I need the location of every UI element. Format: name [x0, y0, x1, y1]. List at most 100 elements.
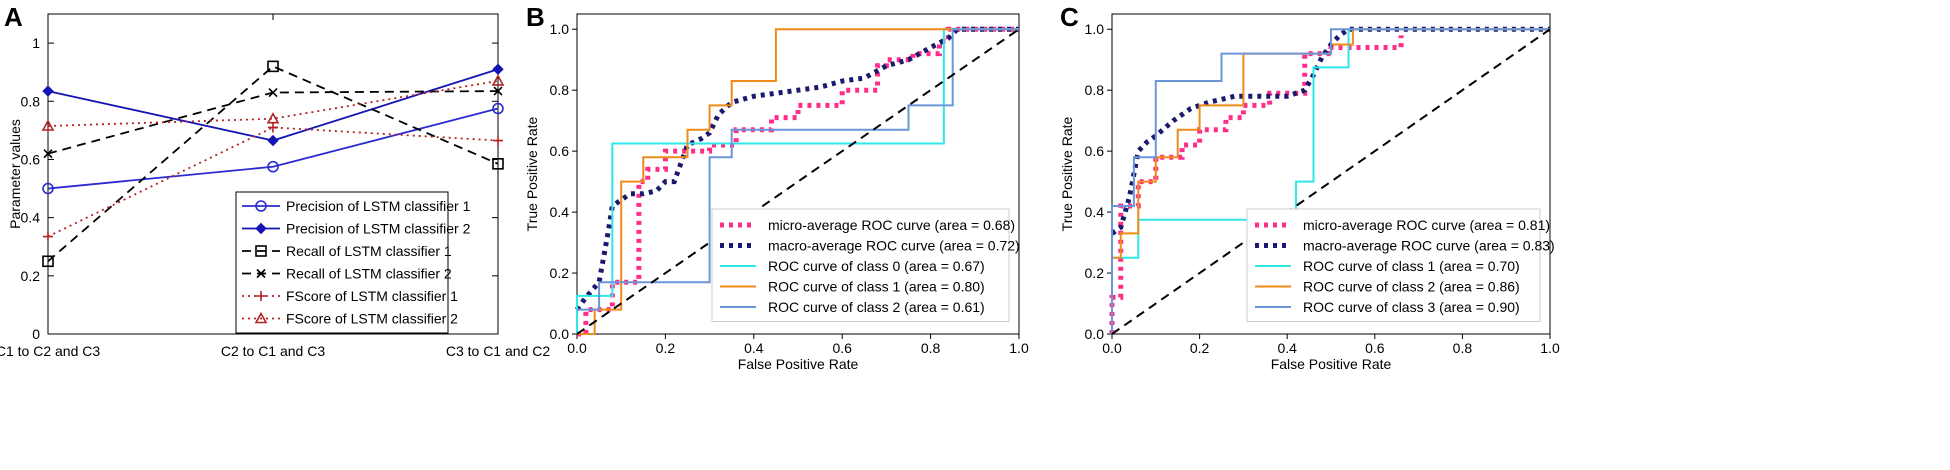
legend-marker	[254, 311, 268, 324]
plot-frame	[576, 13, 1020, 335]
x-tick-label: 0.6	[1365, 340, 1385, 356]
y-tick-label: 1.0	[1085, 21, 1105, 37]
legend-label: ROC curve of class 3 (area = 0.90)	[1303, 299, 1520, 315]
legend-box	[711, 208, 1010, 322]
legend-label: micro-average ROC curve (area = 0.68)	[768, 217, 1015, 233]
y-tick-label: 0.8	[21, 93, 41, 109]
y-tick-label: 0.0	[550, 326, 570, 342]
panel-c: C 0.0 0.2 0.4 0.6 0.8 1.0 0.0 0.2 0.4 0.6 0.8 1.0 Fal…	[1059, 2, 1560, 372]
legend-label: Precision of LSTM classifier 1	[286, 198, 471, 214]
roc-curve	[1110, 26, 1550, 236]
data-point	[267, 160, 279, 173]
data-point	[42, 255, 54, 268]
y-tick-label: 0.6	[1085, 143, 1105, 159]
roc-curve	[1111, 28, 1550, 334]
data-point	[267, 134, 279, 147]
y-tick-label: 0.6	[550, 143, 570, 159]
legend-label: macro-average ROC curve (area = 0.72)	[768, 238, 1020, 254]
y-tick-label: 0.2	[1085, 265, 1105, 281]
x-tick-label: 1.0	[1009, 340, 1029, 356]
x-tick-label: 0.2	[1190, 340, 1210, 356]
data-point	[492, 102, 504, 115]
legend-label: FScore of LSTM classifier 2	[286, 311, 458, 327]
data-point	[43, 149, 53, 159]
y-tick-label: 0.4	[21, 210, 41, 226]
y-tick-label: 0	[32, 326, 40, 342]
data-point	[42, 182, 54, 195]
data-point	[268, 87, 278, 98]
y-tick-label: 0.8	[1085, 82, 1105, 98]
legend-marker	[256, 268, 266, 279]
x-axis-label: False Positive Rate	[1271, 356, 1392, 372]
x-tick-label: 0.0	[1102, 340, 1122, 356]
legend-marker	[255, 222, 267, 235]
y-axis-label: Parameter values	[7, 119, 23, 229]
legend: Precision of LSTM classifier 1 Precision …	[235, 191, 471, 334]
data-point	[267, 60, 279, 73]
legend-label: Precision of LSTM classifier 2	[286, 221, 471, 237]
legend-label: ROC curve of class 1 (area = 0.80)	[768, 279, 985, 295]
legend-marker	[255, 245, 267, 257]
legend-box	[235, 191, 449, 334]
legend: micro-average ROC curve (area = 0.68) mac…	[711, 208, 1020, 322]
data-point	[266, 112, 280, 124]
y-tick-label: 1.0	[550, 21, 570, 37]
legend-label: micro-average ROC curve (area = 0.81)	[1303, 217, 1550, 233]
data-point	[492, 63, 504, 75]
series-line	[47, 107, 499, 190]
x-tick-label: 0.4	[744, 340, 764, 356]
roc-curve	[577, 28, 1019, 335]
y-tick-label: 0.2	[550, 265, 570, 281]
x-tick-label: C3 to C1 and C2	[446, 343, 550, 359]
data-point	[493, 135, 503, 146]
y-axis-label: True Positive Rate	[1059, 116, 1075, 231]
x-axis-label: False Positive Rate	[738, 356, 859, 372]
x-tick-label: C1 to C2 and C3	[0, 343, 100, 359]
legend-label: ROC curve of class 2 (area = 0.61)	[768, 299, 985, 315]
y-tick-label: 0.0	[1085, 326, 1105, 342]
legend-label: ROC curve of class 0 (area = 0.67)	[768, 258, 985, 274]
data-point	[492, 158, 504, 170]
legend: micro-average ROC curve (area = 0.81) mac…	[1246, 208, 1555, 322]
roc-curve	[1111, 28, 1550, 334]
x-tick-label: 0.4	[1277, 340, 1297, 356]
data-point	[41, 119, 55, 131]
x-tick-label: C2 to C1 and C3	[221, 343, 325, 359]
y-axis-label: True Positive Rate	[524, 116, 540, 231]
data-point	[268, 122, 278, 133]
legend-label: macro-average ROC curve (area = 0.83)	[1303, 238, 1555, 254]
panel-label-c: C	[1060, 2, 1079, 32]
legend-marker	[255, 200, 267, 212]
y-tick-label: 0.8	[550, 82, 570, 98]
x-tick-label: 0.6	[832, 340, 852, 356]
panel-label-b: B	[526, 2, 545, 32]
data-point	[493, 86, 503, 96]
panel-a: A 0 0.2 0.4 0.6 0.8 1 C1 to C2 and C3 C2 to C1 a…	[0, 2, 550, 359]
legend-label: Recall of LSTM classifier 2	[286, 266, 452, 282]
legend-box	[1246, 208, 1541, 322]
roc-curve	[574, 26, 1019, 312]
legend-label: Recall of LSTM classifier 1	[286, 243, 452, 259]
x-tick-label: 0.8	[921, 340, 941, 356]
panel-b: B 0.0 0.2 0.4 0.6 0.8 1.0 0.0 0.2 0.4 0.6 0.8 1.0 Fal…	[524, 2, 1029, 372]
roc-curve	[577, 28, 1019, 311]
x-tick-label: 1.0	[1540, 340, 1560, 356]
legend-label: ROC curve of class 1 (area = 0.70)	[1303, 258, 1520, 274]
panel-label-a: A	[4, 2, 23, 32]
y-tick-label: 1	[32, 35, 40, 51]
data-point	[43, 231, 53, 242]
y-tick-label: 0.6	[21, 151, 41, 167]
x-tick-label: 0.0	[567, 340, 587, 356]
y-tick-label: 0.4	[1085, 204, 1105, 220]
plot-frame	[1111, 13, 1551, 335]
legend-label: ROC curve of class 2 (area = 0.86)	[1303, 279, 1520, 295]
legend-label: FScore of LSTM classifier 1	[286, 288, 458, 304]
legend-marker	[256, 291, 266, 301]
data-point	[491, 74, 505, 86]
data-point	[42, 85, 54, 97]
roc-curve	[577, 26, 1019, 337]
series-line	[47, 80, 499, 127]
x-tick-label: 0.2	[656, 340, 676, 356]
y-tick-label: 0.4	[550, 204, 570, 220]
